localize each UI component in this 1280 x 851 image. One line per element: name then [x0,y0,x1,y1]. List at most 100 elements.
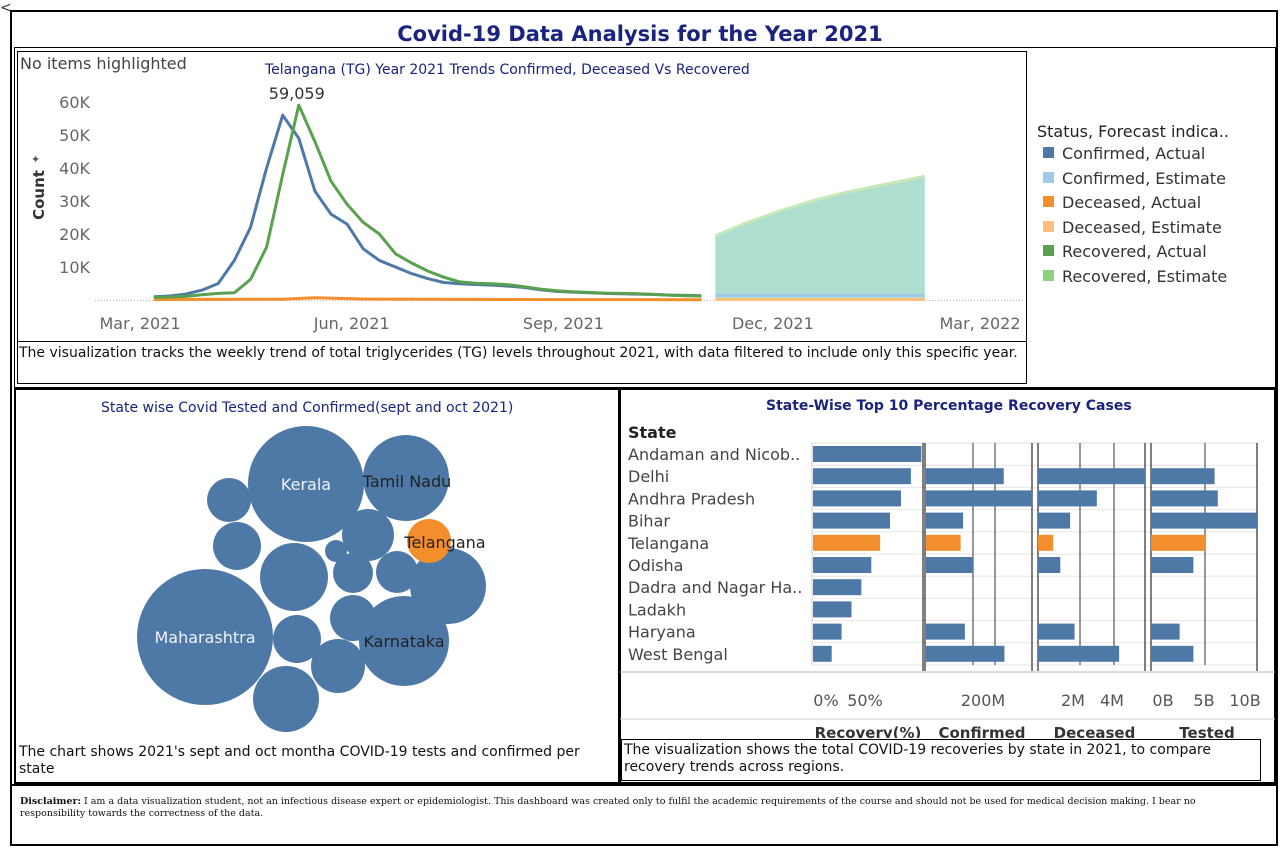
bubble [407,519,451,563]
x-tick-label: 0B [1152,691,1173,710]
bar [813,534,881,551]
state-label: Ladakh [628,600,686,619]
bar [1038,623,1075,640]
state-label: Dadra and Nagar Ha.. [628,578,802,597]
bubble [253,666,319,732]
bubble [137,569,273,705]
trend-panel [14,47,1276,388]
bar [1151,490,1218,507]
bubble [248,426,364,542]
x-tick-label: Mar, 2021 [99,314,180,333]
disclaimer-text: I am a data visualization student, not a… [20,796,1196,819]
state-column-header: State [628,423,677,442]
x-tick-label: 50% [847,691,883,710]
bar [926,534,961,551]
bubble [330,595,376,641]
legend-swatch [1043,245,1054,257]
state-label: Haryana [628,623,696,642]
bubble-subtitle: State wise Covid Tested and Confirmed(se… [101,400,514,416]
x-tick-label: 5B [1193,691,1214,710]
legend-item[interactable]: Confirmed, Actual [1043,144,1205,164]
x-tick-label: 10B [1229,691,1260,710]
peak-data-label: 59,059 [269,84,325,103]
recovered-estimate-line [714,174,926,238]
bar [813,557,872,573]
state-label: Delhi [628,467,669,486]
recovery-chart: State Andaman and Nicob.. Delhi Andhra Prad… [620,423,1275,738]
state-label: West Bengal [628,645,728,664]
y-tick-label: 50K [59,126,90,145]
bar [1038,645,1120,662]
bar [1151,645,1194,662]
state-label: Andaman and Nicob.. [628,445,800,464]
disclaimer: Disclaimer: I am a data visualization st… [20,796,1260,820]
state-label: Bihar [628,512,670,531]
bar [926,468,1004,485]
bubble [260,543,328,611]
legend-title: Status, Forecast indica.. [1037,122,1229,141]
legend-item[interactable]: Deceased, Actual [1043,193,1201,213]
bar [813,645,832,662]
bubble [376,551,418,593]
trend-subtitle: Telangana (TG) Year 2021 Trends Confirme… [265,62,750,78]
legend-swatch [1043,196,1054,208]
x-tick-label: 0% [813,691,838,710]
trend-chart: 10K 20K 30K 40K 50K 60K Count ✦ Mar, 2021 Jun, 20… [30,84,1025,333]
bubble [325,540,347,562]
axis-title: Confirmed [938,724,1025,738]
legend-item[interactable]: Confirmed, Estimate [1043,169,1226,189]
axis-title: Tested [1179,724,1234,738]
bar [813,446,922,462]
bar [1038,557,1061,573]
bar [926,557,974,573]
x-tick-label: Mar, 2022 [939,314,1020,333]
bar [1151,534,1206,551]
x-tick-label: Sep, 2021 [523,314,604,333]
legend-item[interactable]: Recovered, Estimate [1043,267,1227,287]
bubble-label: Kerala [281,475,331,494]
bubble-label: Karnataka [363,632,444,651]
legend-swatch [1043,147,1054,158]
x-tick-label: Jun, 2021 [313,314,390,333]
bubble [213,522,261,570]
bubble [333,553,373,593]
bar [813,601,852,618]
pin-icon: ✦ [31,153,40,166]
y-tick-label: 60K [59,93,90,112]
bubble [207,478,251,522]
legend-swatch [1043,171,1054,183]
trend-caption: The visualization tracks the weekly tren… [19,345,1018,361]
recovery-caption: The visualization shows the total COVID-… [624,742,1211,775]
y-tick-label: 10K [59,258,90,277]
bubble [359,596,449,686]
bar [813,579,862,596]
legend-item[interactable]: Recovered, Actual [1043,242,1207,262]
bubble-chart: Maharashtra Kerala Karnataka Tamil Nadu Tela… [137,426,486,732]
legend-swatch [1043,270,1054,281]
bubble [363,435,449,521]
bar [813,512,890,529]
bar [1038,468,1145,485]
bar [813,468,911,485]
bar [813,623,842,640]
y-tick-label: 40K [59,159,90,178]
y-tick-label: 20K [59,225,90,244]
state-label: Andhra Pradesh [628,489,755,508]
state-label: Telangana [627,534,709,553]
legend-item[interactable]: Deceased, Estimate [1043,218,1222,238]
x-tick-label: 2M [1061,691,1085,710]
legend-swatch [1043,220,1054,232]
state-label: Odisha [628,556,683,575]
bubble-caption: The chart shows 2021's sept and oct mont… [19,744,580,777]
bar [926,512,964,529]
disclaimer-label: Disclaimer: [20,796,81,807]
recovered-estimate-area [715,176,925,300]
legend-label: Recovered, Estimate [1062,267,1228,286]
bar [1151,512,1257,529]
bar [1151,623,1180,640]
bubble-label: Maharashtra [154,628,255,647]
trend-caption-box [17,341,1027,384]
bar [926,623,965,640]
legend-label: Deceased, Estimate [1062,217,1222,237]
corner-mark: < [0,0,12,16]
